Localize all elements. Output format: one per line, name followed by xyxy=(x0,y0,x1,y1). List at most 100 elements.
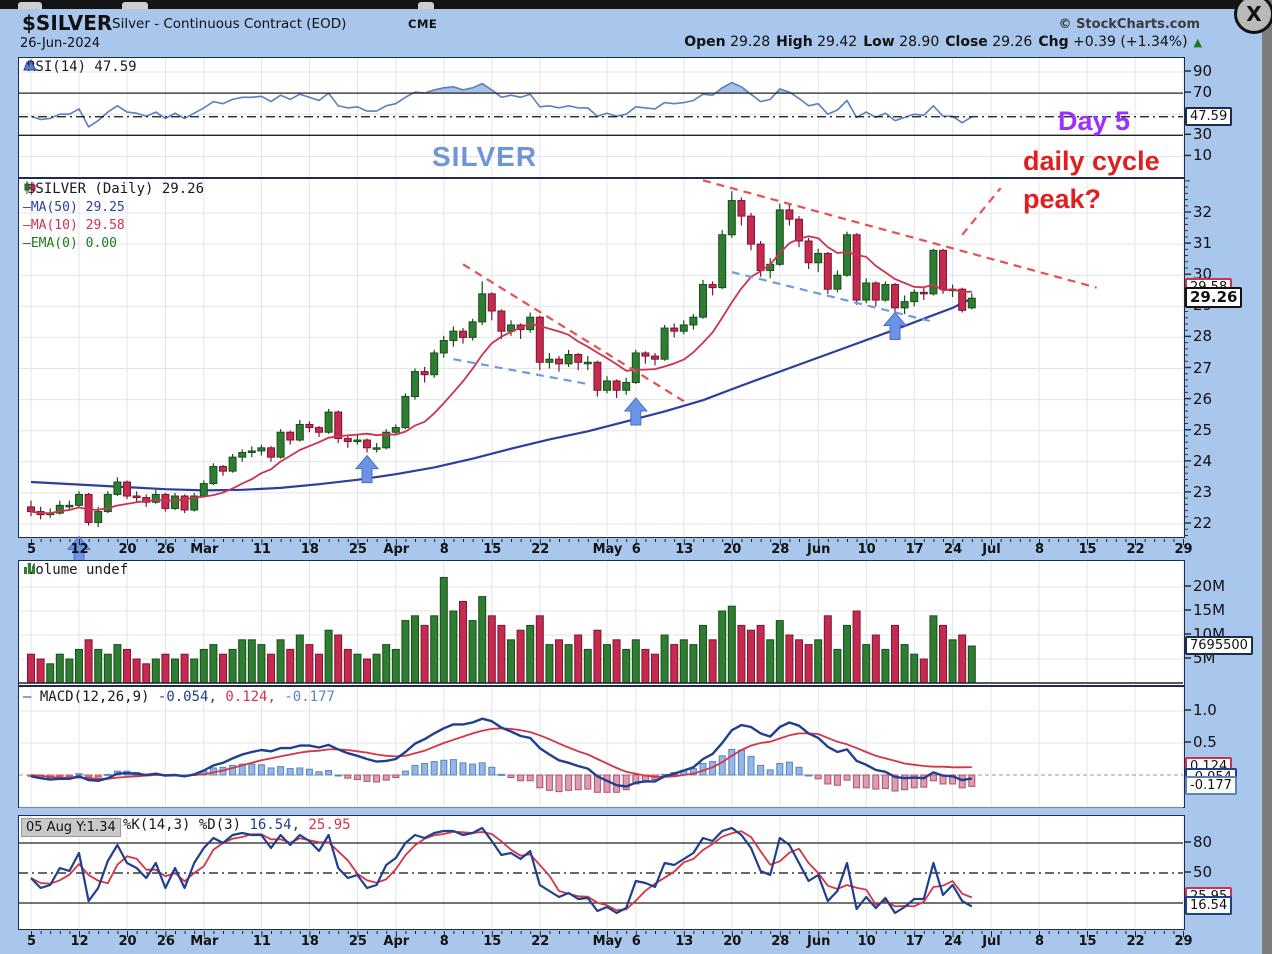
date-tick-label: 24 xyxy=(944,542,963,557)
browser-tab-sliver[interactable] xyxy=(418,2,434,9)
candle-body xyxy=(343,437,352,443)
month-tick-label: Jun xyxy=(807,934,831,949)
volume-bar xyxy=(199,648,208,684)
rsi-overbought-fill xyxy=(31,82,972,94)
volume-bar xyxy=(603,644,611,684)
browser-tab-sliver[interactable] xyxy=(18,2,42,9)
volume-bar xyxy=(353,653,362,684)
candle-body xyxy=(382,431,391,449)
close-label: Close xyxy=(945,34,988,50)
axis-tick-label: 80 xyxy=(1193,833,1213,851)
macd-histogram-bar xyxy=(325,770,333,776)
volume-bar xyxy=(612,639,621,684)
macd-histogram-bar xyxy=(401,770,409,776)
candle-body xyxy=(583,361,592,365)
macd-histogram-bar xyxy=(766,769,774,776)
volume-bar xyxy=(151,658,160,684)
candle-body xyxy=(670,327,679,332)
axis-tick-label: 23 xyxy=(1193,482,1213,501)
macd-histogram-bar xyxy=(536,774,544,789)
volume-bar xyxy=(430,615,439,684)
month-tick-label: Jun xyxy=(807,542,831,557)
candle-body xyxy=(420,371,429,376)
volume-bar xyxy=(871,634,880,684)
macd-histogram-bar xyxy=(718,755,726,776)
volume-bar xyxy=(948,639,957,684)
close-icon: X xyxy=(1246,2,1262,26)
volume-bar xyxy=(843,624,851,684)
volume-bar xyxy=(862,644,871,684)
candle-body xyxy=(679,324,688,332)
candle-body xyxy=(219,465,227,472)
candle-body xyxy=(151,493,160,503)
date-tick-label: 17 xyxy=(905,934,924,949)
candle-body xyxy=(276,431,285,458)
volume-bar xyxy=(852,610,861,684)
volume-bar xyxy=(372,653,381,684)
month-tick-label: Apr xyxy=(383,542,410,557)
date-tick-label: 17 xyxy=(905,542,924,557)
macd-histogram-bar xyxy=(910,774,918,789)
volume-bar xyxy=(737,624,746,684)
date-tick-label: 26 xyxy=(156,542,175,557)
candle-body xyxy=(113,481,122,495)
candle-body xyxy=(497,310,506,332)
high-value: 29.42 xyxy=(817,34,858,50)
change-up-icon: ▲ xyxy=(1193,36,1202,49)
date-tick-label: 8 xyxy=(1034,542,1045,557)
candle-body xyxy=(862,282,871,301)
volume-bar xyxy=(478,596,487,684)
volume-bar xyxy=(526,624,535,684)
macd-signal-line xyxy=(30,727,972,780)
axis-tick-label: 70 xyxy=(1193,83,1213,102)
macd-histogram-bar xyxy=(603,774,611,793)
candle-body xyxy=(593,361,602,391)
ema-line-icon: — xyxy=(23,236,31,251)
date-tick-label: 20 xyxy=(118,934,137,949)
macd-line xyxy=(30,717,972,788)
date-tick-label: 24 xyxy=(944,934,963,949)
volume-bar xyxy=(833,648,842,684)
volume-bar xyxy=(545,644,554,684)
right-axis-gutter: 9070301047.59323130292827262524232229.58… xyxy=(1185,57,1262,931)
stoch-k-line xyxy=(30,826,973,915)
axis-tick-label: 90 xyxy=(1193,62,1213,80)
axis-tick-label: 1.0 xyxy=(1193,701,1217,719)
volume-bar xyxy=(459,600,467,684)
volume-bar xyxy=(449,610,458,684)
macd-histogram-bar xyxy=(728,748,736,776)
volume-bar xyxy=(516,629,525,684)
volume-bar xyxy=(967,645,976,684)
red-dashed-trendline xyxy=(702,179,1097,289)
macd-value: -0.054, xyxy=(157,689,217,705)
volume-bar xyxy=(660,634,669,684)
close-button[interactable]: X xyxy=(1234,0,1272,34)
macd-histogram-bar xyxy=(277,766,285,776)
axis-tick-label: 32 xyxy=(1193,203,1213,221)
price-panel: $SILVER (Daily) 29.26 —MA(50) 29.25 —MA(… xyxy=(18,178,1185,564)
month-tick-label: May xyxy=(592,934,623,949)
volume-bar xyxy=(487,615,496,684)
candle-body xyxy=(180,495,189,511)
candle-body xyxy=(622,381,631,391)
date-tick-label: 29 xyxy=(1174,934,1193,949)
volume-bar xyxy=(113,644,122,684)
macd-histogram-bar xyxy=(373,774,381,783)
volume-bar xyxy=(814,639,823,684)
browser-tab-sliver[interactable] xyxy=(122,2,148,9)
macd-histogram-bar xyxy=(814,774,822,780)
volume-bar xyxy=(631,639,640,684)
month-tick-label: Mar xyxy=(190,542,219,557)
candle-body xyxy=(468,321,477,338)
date-tick-label: 5 xyxy=(26,934,37,949)
date-tick-label: 28 xyxy=(771,934,790,949)
macd-histogram-bar xyxy=(526,774,534,782)
volume-bar xyxy=(363,658,371,684)
volume-bar xyxy=(593,629,602,684)
candle-body xyxy=(94,511,103,523)
candle-body xyxy=(814,252,823,264)
macd-histogram-bar xyxy=(421,762,429,776)
macd-histogram-bar xyxy=(805,774,813,777)
macd-histogram-bar xyxy=(920,774,928,788)
date-tick-label: 18 xyxy=(300,934,319,949)
